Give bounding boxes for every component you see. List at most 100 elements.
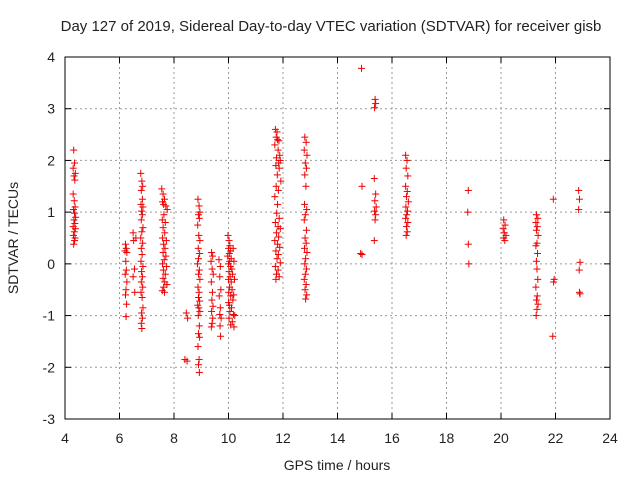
data-point-marker bbox=[71, 225, 79, 233]
data-point-marker bbox=[229, 296, 237, 304]
data-point-marker bbox=[194, 195, 202, 203]
data-point-marker bbox=[137, 278, 145, 286]
data-point-marker bbox=[499, 225, 507, 233]
data-point-marker bbox=[195, 231, 203, 239]
data-point-marker bbox=[532, 312, 540, 320]
data-point-marker bbox=[138, 228, 146, 236]
data-point-marker bbox=[225, 314, 233, 322]
data-point-marker bbox=[301, 260, 309, 268]
data-point-marker bbox=[301, 234, 309, 242]
data-point-marker bbox=[138, 293, 146, 301]
data-point-marker bbox=[271, 141, 279, 149]
data-point-marker bbox=[532, 257, 540, 265]
data-point-marker bbox=[532, 283, 540, 291]
data-point-marker bbox=[532, 226, 540, 234]
data-point-marker bbox=[302, 281, 310, 289]
data-point-marker bbox=[69, 206, 77, 214]
data-point-marker bbox=[533, 223, 541, 231]
data-point-marker bbox=[575, 266, 583, 274]
data-point-marker bbox=[575, 288, 583, 296]
data-point-marker bbox=[402, 231, 410, 239]
data-point-marker bbox=[404, 207, 412, 215]
data-point-marker bbox=[217, 286, 225, 294]
data-point-marker bbox=[196, 297, 204, 305]
data-point-marker bbox=[533, 265, 541, 273]
data-point-marker bbox=[139, 283, 147, 291]
data-point-marker bbox=[207, 323, 215, 331]
data-point-marker bbox=[194, 221, 202, 229]
data-point-marker bbox=[217, 314, 225, 322]
data-point-marker bbox=[370, 237, 378, 245]
data-point-marker bbox=[532, 211, 540, 219]
data-point-marker bbox=[231, 312, 239, 320]
data-point-marker bbox=[532, 218, 540, 226]
data-point-marker bbox=[230, 257, 238, 265]
data-point-marker bbox=[301, 133, 309, 141]
data-point-marker bbox=[209, 314, 217, 322]
x-tick-label: 12 bbox=[275, 430, 291, 446]
y-tick-label: 1 bbox=[47, 204, 55, 220]
data-point-marker bbox=[216, 311, 224, 319]
data-point-marker bbox=[208, 288, 216, 296]
y-tick-label: 0 bbox=[47, 256, 55, 272]
data-point-marker bbox=[162, 237, 170, 245]
data-point-marker bbox=[230, 323, 238, 331]
data-point-marker bbox=[159, 234, 167, 242]
data-point-marker bbox=[404, 172, 412, 180]
axis-ticks bbox=[64, 56, 611, 420]
data-point-marker bbox=[162, 252, 170, 260]
data-point-marker bbox=[402, 223, 410, 231]
data-point-marker bbox=[209, 302, 217, 310]
data-point-marker bbox=[160, 211, 168, 219]
data-point-marker bbox=[137, 216, 145, 224]
data-point-marker bbox=[275, 164, 283, 172]
data-point-marker bbox=[274, 251, 282, 259]
data-point-marker bbox=[138, 195, 146, 203]
data-point-marker bbox=[534, 250, 542, 258]
data-point-marker bbox=[138, 273, 146, 281]
x-tick-label: 4 bbox=[61, 430, 69, 446]
data-point-marker bbox=[129, 229, 137, 237]
data-point-marker bbox=[139, 262, 147, 270]
data-point-marker bbox=[195, 214, 203, 222]
data-point-marker bbox=[137, 186, 145, 194]
data-point-marker bbox=[371, 95, 379, 103]
data-point-marker bbox=[195, 288, 203, 296]
data-point-marker bbox=[138, 309, 146, 317]
data-point-marker bbox=[464, 208, 472, 216]
data-point-marker bbox=[139, 182, 147, 190]
data-point-marker bbox=[501, 221, 509, 229]
data-point-marker bbox=[121, 270, 129, 278]
data-point-marker bbox=[370, 175, 378, 183]
data-point-marker bbox=[195, 266, 203, 274]
data-point-marker bbox=[225, 299, 232, 307]
data-point-marker bbox=[184, 314, 192, 322]
data-point-marker bbox=[501, 237, 509, 245]
data-point-marker bbox=[228, 318, 236, 326]
data-point-marker bbox=[302, 138, 310, 146]
data-point-marker bbox=[300, 146, 308, 154]
data-point-marker bbox=[70, 146, 78, 154]
data-point-marker bbox=[163, 206, 171, 214]
data-point-marker bbox=[575, 206, 583, 214]
data-point-marker bbox=[224, 231, 232, 239]
x-axis-label: GPS time / hours bbox=[284, 457, 391, 473]
data-point-marker bbox=[371, 216, 379, 224]
y-axis-label: SDTVAR / TECUs bbox=[5, 182, 21, 294]
data-point-marker bbox=[161, 218, 169, 226]
data-point-marker bbox=[123, 278, 131, 286]
data-point-marker bbox=[372, 211, 380, 219]
data-point-marker bbox=[131, 288, 139, 296]
data-point-marker bbox=[182, 309, 190, 317]
data-point-marker bbox=[300, 275, 308, 283]
data-point-marker bbox=[301, 171, 309, 179]
data-point-marker bbox=[139, 203, 147, 211]
data-point-marker bbox=[208, 248, 216, 256]
y-tick-label: -1 bbox=[43, 308, 56, 324]
data-point-marker bbox=[225, 237, 233, 245]
data-point-marker bbox=[161, 270, 169, 278]
data-point-marker bbox=[273, 171, 281, 179]
data-point-marker bbox=[576, 290, 584, 298]
data-point-marker bbox=[70, 216, 78, 224]
data-point-marker bbox=[550, 278, 558, 286]
